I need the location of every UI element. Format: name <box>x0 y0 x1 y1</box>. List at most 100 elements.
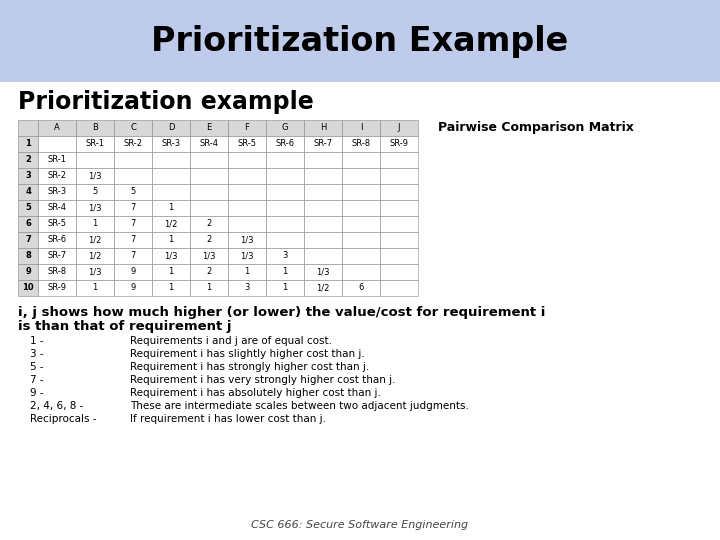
Text: 3: 3 <box>282 252 288 260</box>
Text: CSC 666: Secure Software Engineering: CSC 666: Secure Software Engineering <box>251 520 469 530</box>
Text: 7: 7 <box>25 235 31 245</box>
Bar <box>380 152 418 168</box>
Bar <box>304 136 342 152</box>
Bar <box>152 232 190 248</box>
Bar <box>190 136 228 152</box>
Bar <box>114 120 152 136</box>
Bar <box>18 136 38 152</box>
Bar <box>304 152 342 168</box>
Bar <box>18 200 38 216</box>
Text: Requirement i has absolutely higher cost than j.: Requirement i has absolutely higher cost… <box>130 388 381 398</box>
Bar <box>114 280 152 296</box>
Bar <box>38 168 76 184</box>
Text: SR-2: SR-2 <box>48 172 66 180</box>
Text: SR-3: SR-3 <box>48 187 66 197</box>
Bar <box>152 152 190 168</box>
Text: SR-3: SR-3 <box>161 139 181 148</box>
Bar <box>266 168 304 184</box>
Bar <box>190 184 228 200</box>
Bar <box>76 136 114 152</box>
Bar <box>304 216 342 232</box>
Bar <box>266 136 304 152</box>
Bar <box>304 168 342 184</box>
Text: D: D <box>168 124 174 132</box>
Text: 1/3: 1/3 <box>316 267 330 276</box>
Text: E: E <box>207 124 212 132</box>
Bar <box>190 264 228 280</box>
Text: A: A <box>54 124 60 132</box>
Text: SR-8: SR-8 <box>48 267 66 276</box>
Text: 9: 9 <box>130 267 135 276</box>
Text: 1/2: 1/2 <box>316 284 330 293</box>
Text: These are intermediate scales between two adjacent judgments.: These are intermediate scales between tw… <box>130 401 469 411</box>
Text: SR-6: SR-6 <box>48 235 66 245</box>
Text: Pairwise Comparison Matrix: Pairwise Comparison Matrix <box>438 122 634 134</box>
Bar <box>76 280 114 296</box>
Bar <box>228 200 266 216</box>
Bar <box>304 232 342 248</box>
Bar <box>38 216 76 232</box>
Text: 1: 1 <box>168 284 174 293</box>
Bar <box>114 136 152 152</box>
Text: 9: 9 <box>25 267 31 276</box>
Text: G: G <box>282 124 288 132</box>
Bar <box>76 248 114 264</box>
Text: 1/3: 1/3 <box>202 252 216 260</box>
Bar <box>380 280 418 296</box>
Bar <box>342 216 380 232</box>
Bar <box>18 184 38 200</box>
Bar <box>342 280 380 296</box>
Bar <box>190 280 228 296</box>
Bar <box>228 152 266 168</box>
Bar <box>152 216 190 232</box>
Bar <box>114 248 152 264</box>
Text: 2: 2 <box>207 235 212 245</box>
Bar <box>342 136 380 152</box>
Text: SR-9: SR-9 <box>390 139 408 148</box>
Bar <box>342 168 380 184</box>
Bar <box>114 184 152 200</box>
Bar <box>380 200 418 216</box>
Bar <box>266 200 304 216</box>
Bar <box>342 184 380 200</box>
Text: SR-7: SR-7 <box>313 139 333 148</box>
Text: 7: 7 <box>130 252 135 260</box>
Text: 5: 5 <box>130 187 135 197</box>
Bar <box>76 184 114 200</box>
Text: Requirement i has slightly higher cost than j.: Requirement i has slightly higher cost t… <box>130 349 365 359</box>
Text: 1: 1 <box>168 204 174 213</box>
Text: 5: 5 <box>92 187 98 197</box>
Text: B: B <box>92 124 98 132</box>
Text: 1/2: 1/2 <box>164 219 178 228</box>
Text: Requirement i has very strongly higher cost than j.: Requirement i has very strongly higher c… <box>130 375 395 385</box>
Bar <box>380 184 418 200</box>
Bar <box>228 168 266 184</box>
Bar <box>342 152 380 168</box>
Text: 5 -: 5 - <box>30 362 44 372</box>
Text: C: C <box>130 124 136 132</box>
Bar <box>228 184 266 200</box>
Bar <box>114 216 152 232</box>
Text: 1: 1 <box>282 267 287 276</box>
Bar <box>38 248 76 264</box>
Text: 3: 3 <box>244 284 250 293</box>
Bar <box>152 184 190 200</box>
Text: 1 -: 1 - <box>30 336 44 346</box>
Bar <box>304 184 342 200</box>
Text: 4: 4 <box>25 187 31 197</box>
Text: 1: 1 <box>25 139 31 148</box>
Bar <box>228 264 266 280</box>
Bar <box>76 152 114 168</box>
Text: 2: 2 <box>207 219 212 228</box>
Bar <box>266 264 304 280</box>
Bar <box>304 248 342 264</box>
Text: 7 -: 7 - <box>30 375 44 385</box>
Text: 6: 6 <box>359 284 364 293</box>
Text: Prioritization Example: Prioritization Example <box>151 24 569 57</box>
Bar <box>190 216 228 232</box>
Text: 8: 8 <box>25 252 31 260</box>
Text: SR-5: SR-5 <box>238 139 256 148</box>
Text: J: J <box>397 124 400 132</box>
Text: 10: 10 <box>22 284 34 293</box>
Text: 1/2: 1/2 <box>89 252 102 260</box>
